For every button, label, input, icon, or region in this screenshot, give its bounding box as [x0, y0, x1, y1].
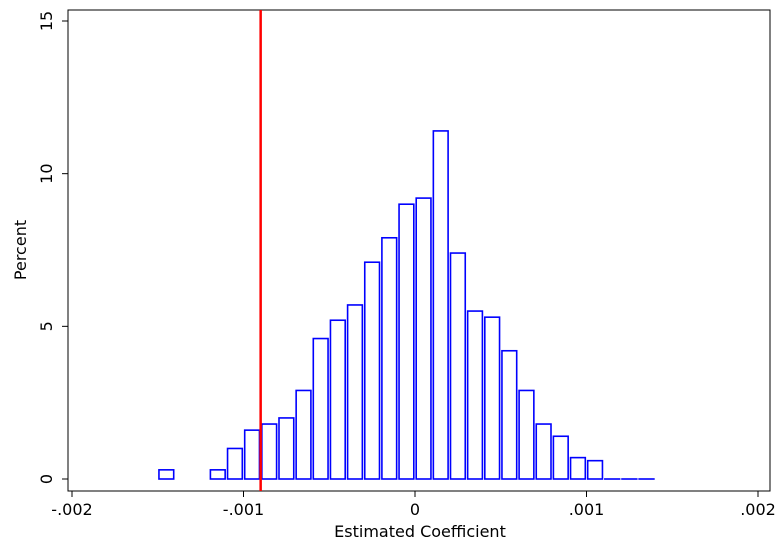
- y-tick-label: 0: [37, 474, 56, 484]
- histogram-bar: [346, 304, 364, 480]
- histogram-bar: [209, 469, 226, 480]
- y-tick-label: 15: [37, 11, 56, 31]
- histogram-bar: [329, 319, 347, 480]
- plot-area-frame: [67, 9, 771, 492]
- y-axis: 0 5 10 15: [37, 11, 68, 484]
- x-tick-label: -.002: [51, 500, 92, 519]
- x-axis-title: Estimated Coefficient: [334, 522, 506, 541]
- histogram-bar: [415, 197, 432, 480]
- x-tick-label: .002: [740, 500, 776, 519]
- histogram-bar: [158, 469, 175, 480]
- x-tick-label: -.001: [223, 500, 264, 519]
- histogram-bar: [226, 447, 244, 480]
- histogram-bars: [158, 130, 655, 480]
- y-tick-label: 10: [37, 163, 56, 183]
- x-tick-label: .001: [569, 500, 605, 519]
- histogram-bar: [518, 389, 535, 480]
- histogram-bar: [483, 316, 501, 480]
- histogram-bar: [586, 459, 604, 480]
- histogram-bar: [381, 236, 398, 480]
- x-tick-label: 0: [410, 500, 420, 519]
- histogram-bar: [312, 337, 329, 480]
- histogram-bar: [535, 423, 552, 480]
- histogram-bar: [295, 389, 312, 480]
- histogram-bar: [398, 203, 415, 480]
- x-axis: -.002 -.001 0 .001 .002: [51, 491, 776, 519]
- histogram-bar: [552, 435, 569, 480]
- histogram-bar: [363, 261, 381, 480]
- histogram-bar: [278, 417, 295, 480]
- histogram-bar: [449, 252, 467, 480]
- histogram-bar: [501, 349, 518, 480]
- histogram-bar: [466, 310, 484, 480]
- y-axis-title: Percent: [11, 220, 30, 280]
- histogram-bar: [569, 456, 587, 480]
- histogram-bar: [432, 130, 449, 480]
- y-tick-label: 5: [37, 321, 56, 331]
